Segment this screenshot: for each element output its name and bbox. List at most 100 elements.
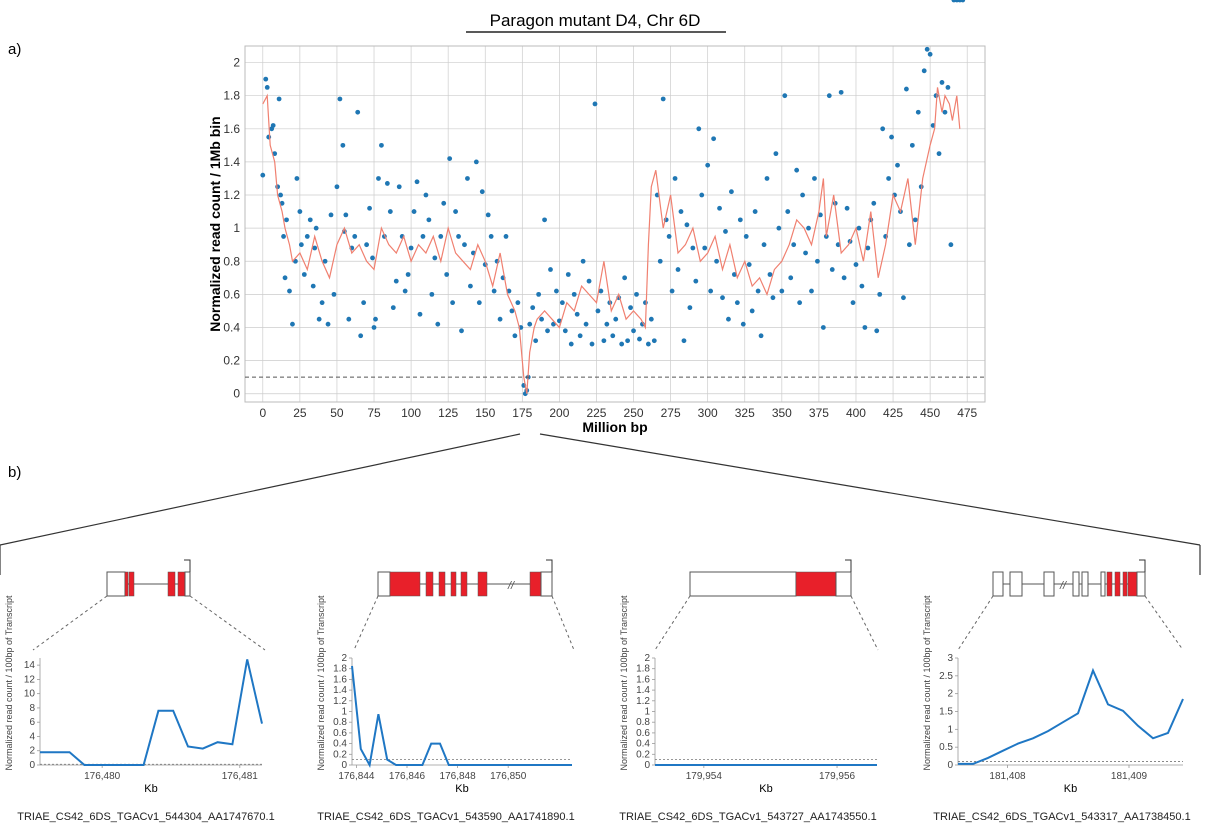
data-point	[838, 89, 844, 95]
data-point	[536, 291, 542, 297]
x-tick-label: 0	[259, 406, 266, 420]
data-point	[328, 212, 334, 218]
tss-arrow-icon	[546, 559, 553, 572]
y-tick-label: 1.2	[636, 696, 650, 707]
x-axis-label: Kb	[455, 783, 468, 795]
y-tick-label: 0.8	[223, 254, 240, 268]
x-tick-label: 176,850	[490, 771, 527, 782]
tss-arrow-icon	[1139, 559, 1146, 572]
data-point	[479, 189, 485, 195]
data-point	[859, 283, 865, 289]
data-point	[358, 333, 364, 339]
exon-box	[529, 571, 542, 597]
data-point	[322, 258, 328, 264]
data-point	[497, 316, 503, 322]
data-point	[574, 311, 580, 317]
data-point	[533, 338, 539, 344]
exon-box	[128, 571, 135, 597]
data-point	[666, 234, 672, 239]
data-point	[264, 84, 270, 90]
data-point	[542, 217, 547, 223]
x-tick-label: 375	[809, 406, 829, 420]
data-point	[758, 333, 764, 339]
data-point	[364, 242, 370, 248]
data-point	[669, 288, 675, 294]
small-chart-3: 00.20.40.60.811.21.41.61.82 179,954 179,95…	[619, 595, 877, 795]
y-tick-label: 1	[341, 707, 347, 718]
data-point	[785, 209, 791, 214]
x-tick-label: 250	[624, 406, 644, 420]
data-point	[826, 93, 832, 99]
gene-id-2: TRIAE_CS42_6DS_TGACv1_543590_AA1741890.1	[317, 811, 574, 823]
zoom-dash-left	[353, 595, 379, 651]
data-point	[788, 275, 794, 281]
data-point	[936, 151, 942, 157]
data-point	[263, 76, 269, 82]
data-point	[270, 123, 276, 128]
data-point	[645, 341, 651, 347]
zoom-dash-left	[654, 595, 691, 651]
data-point	[924, 46, 930, 52]
data-point	[874, 328, 880, 334]
data-point	[301, 272, 307, 277]
data-point	[770, 295, 776, 301]
data-point	[279, 200, 285, 206]
data-point	[909, 142, 915, 148]
exon-box	[1114, 571, 1121, 597]
data-point	[390, 305, 396, 311]
y-tick-label: 8	[29, 703, 35, 714]
data-point	[367, 205, 372, 211]
exon-box	[477, 571, 488, 597]
data-point	[960, 0, 966, 3]
data-point	[512, 333, 518, 339]
data-point	[503, 234, 509, 239]
data-point	[438, 234, 444, 239]
main-points	[260, 0, 966, 397]
data-point	[678, 209, 684, 214]
data-point	[589, 341, 595, 347]
data-point	[334, 184, 340, 190]
exon-box	[795, 571, 837, 597]
data-point	[856, 225, 862, 231]
data-point	[312, 245, 318, 251]
data-point	[737, 217, 743, 223]
data-point	[325, 321, 331, 327]
panel-b-label: b)	[8, 464, 21, 481]
exon-box	[1127, 571, 1138, 597]
data-point	[637, 336, 642, 342]
utr-box	[1136, 571, 1146, 597]
data-point	[921, 68, 927, 74]
utr-box	[1081, 571, 1089, 597]
x-tick-label: 150	[475, 406, 495, 420]
data-point	[450, 300, 456, 306]
data-point	[817, 212, 823, 218]
y-tick-label: 0.6	[636, 728, 650, 739]
x-tick-label: 275	[661, 406, 681, 420]
data-point	[586, 278, 592, 284]
data-point	[634, 291, 639, 297]
data-point	[352, 234, 358, 239]
utr-box	[1100, 571, 1106, 597]
zoom-dash-right	[189, 595, 266, 651]
y-tick-label: 1.8	[223, 89, 240, 103]
y-tick-label: 1.5	[939, 707, 953, 718]
data-point	[681, 338, 687, 344]
y-tick-label: 2	[29, 746, 35, 757]
data-point	[405, 272, 411, 277]
small-chart-4: 0 0.5 1 1.5 2 2.5 3 181,408 181,409 Kb Normalized …	[922, 595, 1184, 795]
data-point	[749, 308, 755, 314]
x-tick-label: 325	[735, 406, 755, 420]
data-point	[604, 321, 610, 327]
y-tick-label: 10	[24, 689, 36, 700]
data-point	[628, 305, 633, 311]
data-point	[294, 176, 300, 181]
y-tick-label: 0.6	[333, 728, 347, 739]
data-point	[266, 134, 272, 140]
y-tick-label: 0.4	[636, 739, 650, 750]
utr-box	[992, 571, 1004, 597]
data-point	[610, 333, 616, 339]
x-tick-label: 181,408	[989, 771, 1026, 782]
data-point	[373, 316, 378, 322]
data-point	[755, 288, 761, 294]
